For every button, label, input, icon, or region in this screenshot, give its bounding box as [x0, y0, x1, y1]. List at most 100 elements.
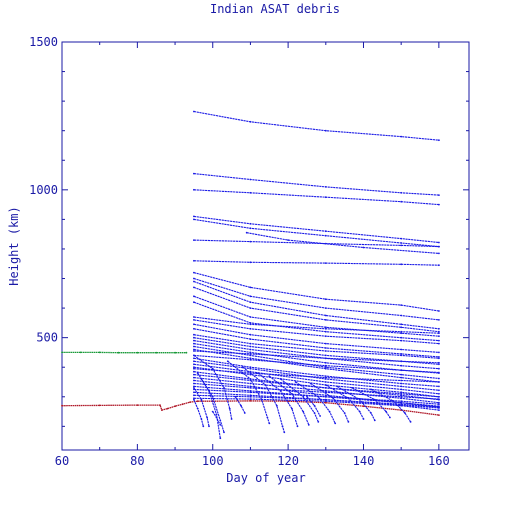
series-2-point: [400, 373, 403, 376]
series-2-point: [373, 398, 376, 401]
series-2-point: [211, 410, 214, 413]
series-2-point: [287, 239, 289, 242]
series-2-point: [302, 410, 305, 413]
series-2-point: [438, 389, 440, 392]
series-2-point: [400, 330, 403, 333]
series-1-point: [249, 400, 252, 402]
series-2-point: [193, 397, 195, 400]
series-2-point: [438, 339, 440, 342]
series-2-point: [324, 319, 327, 321]
series-2-point: [211, 395, 214, 398]
series-2-point: [279, 378, 282, 380]
series-2-point: [249, 367, 252, 370]
series-2-point: [324, 366, 327, 369]
series-2-point: [351, 387, 354, 389]
series-2-point: [400, 385, 403, 388]
series-layer: [61, 110, 440, 440]
series-2-point: [438, 264, 440, 267]
series-2-point: [400, 339, 403, 342]
series-2-point: [400, 353, 403, 355]
series-2-point: [358, 398, 361, 401]
series-2-track-0: [193, 110, 439, 141]
series-2-point: [307, 424, 310, 426]
series-2-point: [400, 242, 403, 244]
series-2-track-10: [193, 280, 439, 330]
series-2-point: [400, 400, 403, 403]
series-2-point: [206, 416, 209, 419]
series-2-point: [281, 425, 284, 428]
series-2-point: [249, 395, 252, 398]
series-2-point: [438, 330, 440, 333]
series-2-point: [249, 382, 252, 385]
series-2-point: [313, 404, 316, 407]
series-2-point: [193, 391, 195, 394]
series-2-point: [279, 390, 282, 392]
series-2-point: [400, 392, 403, 395]
series-2-point: [219, 419, 222, 422]
series-2-point: [249, 261, 252, 264]
series-2-point: [193, 218, 195, 221]
series-2-point: [228, 407, 231, 410]
series-2-track-54: [336, 385, 376, 421]
series-2-point: [249, 227, 252, 230]
series-2-point: [324, 357, 327, 360]
series-2-point: [193, 398, 195, 401]
y-tick-label-0: 500: [36, 331, 58, 345]
series-2-point: [249, 394, 252, 397]
series-2-point: [268, 422, 271, 425]
series-2-point: [193, 271, 195, 274]
series-2-point: [193, 348, 195, 351]
series-2-point: [400, 401, 403, 404]
series-2-point: [196, 407, 199, 410]
series-1-point: [196, 400, 199, 403]
series-2-point: [324, 335, 327, 338]
series-2-point: [193, 357, 195, 360]
series-2-point: [438, 327, 440, 330]
series-2-point: [400, 364, 403, 367]
series-2-point: [193, 333, 195, 336]
series-2-point: [324, 342, 327, 345]
series-2-point: [400, 395, 403, 398]
series-2-point: [291, 392, 293, 395]
series-2-point: [438, 377, 440, 380]
series-2-point: [400, 304, 403, 306]
series-2-point: [332, 397, 335, 400]
series-2-point: [193, 360, 195, 363]
series-1-point: [161, 409, 163, 411]
series-2-point: [438, 385, 440, 388]
series-2-point: [249, 240, 252, 243]
series-2-point: [193, 373, 195, 376]
series-2-point: [193, 366, 195, 369]
series-0: [61, 351, 188, 354]
series-2-point: [400, 314, 403, 317]
x-axis-label: Day of year: [226, 471, 305, 485]
series-1-point: [159, 404, 161, 406]
series-2-point: [309, 382, 312, 385]
series-2-point: [193, 379, 195, 382]
series-2-point: [438, 363, 440, 366]
series-2-point: [193, 345, 195, 348]
series-1-point: [181, 403, 184, 406]
series-2-point: [240, 404, 242, 407]
series-2-point: [347, 397, 350, 400]
series-2-point: [193, 376, 195, 379]
series-1-point: [98, 404, 101, 407]
series-2-point: [404, 412, 406, 414]
series-2-track-16: [193, 323, 439, 353]
series-2-point: [400, 369, 403, 372]
x-tick-label-3: 120: [277, 454, 299, 468]
series-2-point: [226, 360, 229, 363]
series-2-point: [249, 333, 252, 336]
series-2-point: [193, 316, 195, 318]
series-2-point: [392, 400, 395, 403]
series-2-point: [211, 367, 214, 370]
series-2-point: [343, 412, 346, 414]
series-2-point: [438, 319, 440, 321]
series-2-point: [249, 345, 252, 348]
series-2-point: [336, 385, 338, 388]
series-2-point: [249, 222, 252, 225]
series-2-point: [400, 403, 403, 406]
series-2-point: [400, 263, 403, 266]
series-2-point: [193, 394, 195, 397]
